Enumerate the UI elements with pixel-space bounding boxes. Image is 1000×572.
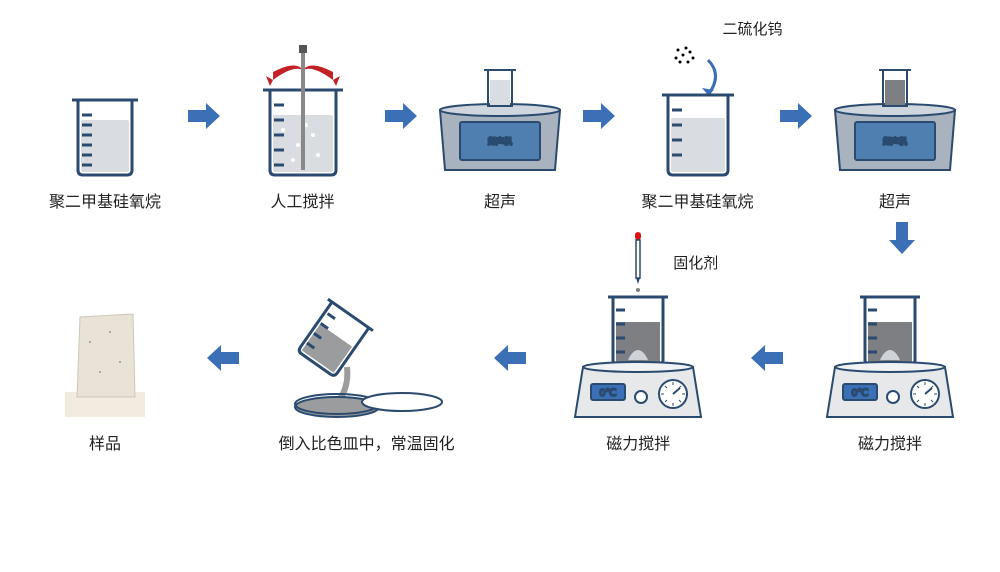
step-sonicator-2: 超声机 超声 [820, 20, 970, 212]
annot-ws2: 二硫化钨 [722, 18, 782, 39]
beaker-icon [60, 90, 150, 180]
annot-curing-agent: 固化剂 [673, 252, 718, 273]
arrow-right-icon [184, 103, 224, 129]
pour-dish-icon [277, 292, 457, 422]
label-sample: 样品 [89, 430, 121, 454]
label-pour-dish: 倒入比色皿中，常温固化 [279, 430, 455, 454]
arrow-left-icon [203, 345, 243, 371]
label-add-ws2: 聚二甲基硅氧烷 [641, 188, 753, 212]
sample-icon [55, 302, 155, 422]
step-stirrer: 0℃ 磁力搅拌 [810, 262, 970, 454]
svg-text:0℃: 0℃ [600, 388, 617, 399]
arrow-right-icon [381, 103, 421, 129]
step-pour-dish: 倒入比色皿中，常温固化 [267, 262, 467, 454]
label-sonicator-1: 超声 [484, 188, 516, 212]
svg-text:超声机: 超声机 [488, 136, 512, 146]
arrow-left-icon [747, 345, 787, 371]
arrow-down-icon [30, 222, 970, 262]
sonicator-icon: 超声机 [430, 60, 570, 180]
step-sonicator-1: 超声机 超声 [425, 20, 575, 212]
label-pdms: 聚二甲基硅氧烷 [49, 188, 161, 212]
arrow-left-icon [490, 345, 530, 371]
label-stirrer: 磁力搅拌 [858, 430, 922, 454]
step-stirrer-dropper: 固化剂 [553, 262, 723, 454]
label-manual-stir: 人工搅拌 [270, 188, 334, 212]
step-add-ws2: 二硫化钨 聚二甲基硅氧烷 [623, 20, 773, 212]
row-1: 聚二甲基硅氧烷 [30, 20, 970, 212]
label-sonicator-2: 超声 [879, 188, 911, 212]
step-sample: 样品 [30, 262, 180, 454]
beaker-stir-icon [248, 30, 358, 180]
stirrer-icon: 0℃ [815, 262, 965, 422]
label-stirrer-dropper: 磁力搅拌 [606, 430, 670, 454]
step-manual-stir: 人工搅拌 [228, 20, 378, 212]
sonicator-dark-icon: 超声机 [825, 60, 965, 180]
row-2: 样品 倒入比色 [30, 262, 970, 454]
step-beaker-pdms: 聚二甲基硅氧烷 [30, 20, 180, 212]
arrow-right-icon [776, 103, 816, 129]
svg-text:0℃: 0℃ [852, 388, 869, 399]
beaker-powder-icon [638, 40, 758, 180]
svg-text:超声机: 超声机 [883, 136, 907, 146]
arrow-right-icon [579, 103, 619, 129]
